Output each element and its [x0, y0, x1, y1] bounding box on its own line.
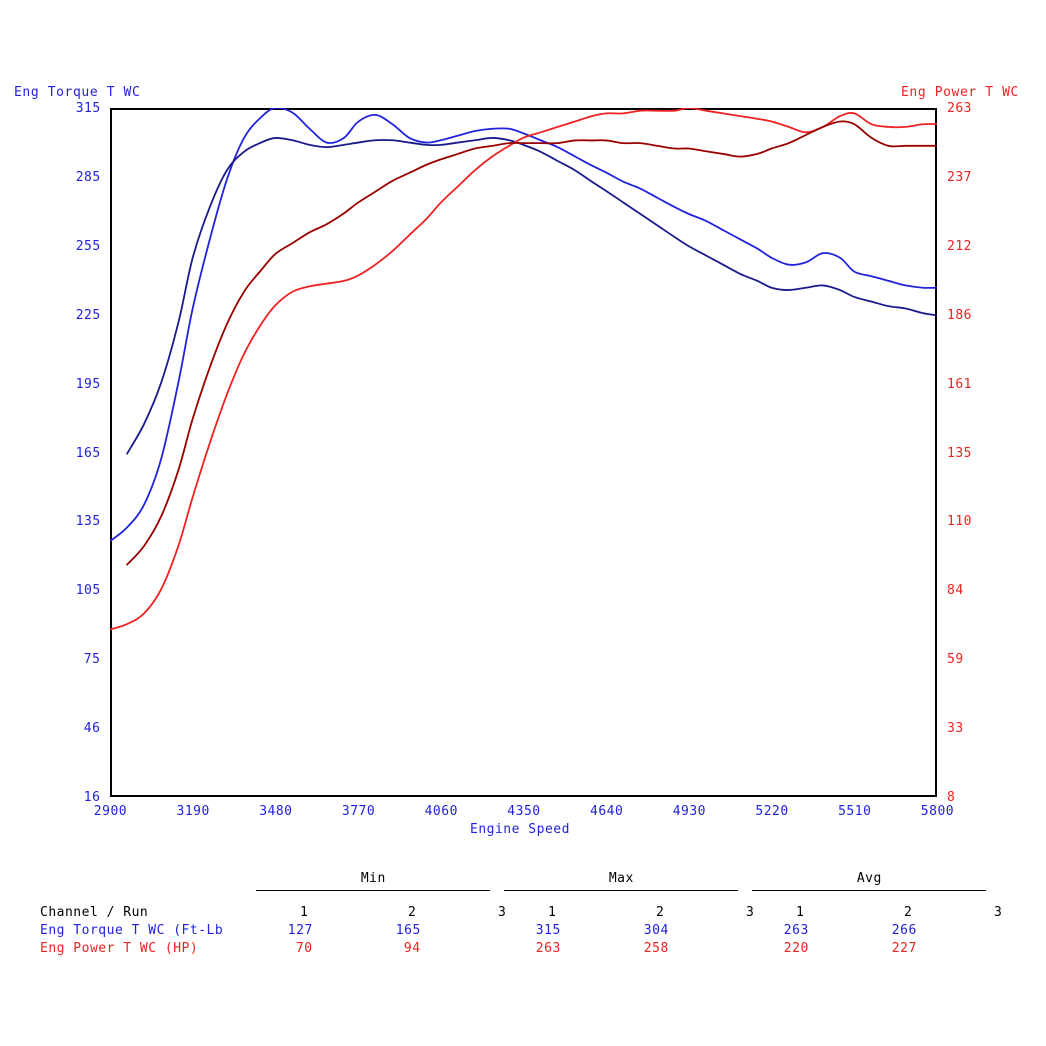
right-tick-label: 186: [947, 307, 972, 323]
right-tick-label: 110: [947, 514, 972, 530]
series-curve: [110, 108, 937, 631]
table-cell-value: 263: [535, 941, 561, 956]
table-cell-value: 315: [535, 923, 561, 938]
right-tick-label: 135: [947, 445, 972, 461]
table-channel-header: Channel / Run: [40, 905, 149, 920]
table-cell-value: 263: [783, 923, 809, 938]
table-cell-value: 94: [403, 941, 421, 956]
table-cell-value: 70: [295, 941, 313, 956]
table-run-header: 2: [904, 905, 913, 920]
table-group-header: Avg: [856, 871, 882, 886]
table-cell-value: 258: [643, 941, 669, 956]
right-tick-label: 84: [947, 583, 964, 599]
left-tick-label: 255: [75, 238, 101, 254]
x-tick-label: 3770: [341, 804, 376, 819]
right-tick-label: 263: [947, 101, 972, 116]
table-cell-value: 127: [287, 923, 313, 938]
table-cell-value: 165: [395, 923, 421, 938]
table-row-label: Eng Power T WC (HP): [40, 941, 199, 956]
x-tick-label: 4350: [507, 804, 541, 819]
x-tick-label: 3190: [176, 804, 210, 819]
plot-frame: [110, 108, 937, 797]
table-run-header: 2: [656, 905, 665, 920]
x-tick-label: 4060: [424, 804, 458, 819]
right-tick-label: 161: [947, 376, 972, 392]
left-tick-label: 315: [75, 101, 101, 116]
table-run-header: 1: [548, 905, 557, 920]
left-axis-title: Eng Torque T WC: [14, 85, 141, 100]
left-tick-label: 225: [75, 307, 101, 323]
x-tick-label: 4640: [590, 804, 624, 819]
table-group-rule: [504, 890, 738, 891]
left-tick-label: 46: [83, 721, 101, 737]
x-tick-label: 5510: [838, 804, 872, 819]
series-curve: [126, 120, 937, 566]
table-cell-value: 227: [891, 941, 917, 956]
x-tick-label: 5220: [755, 804, 789, 819]
x-tick-label: 5800: [920, 804, 955, 819]
table-cell-value: 220: [783, 941, 809, 956]
left-tick-label: 75: [83, 652, 101, 668]
left-tick-label: 285: [75, 169, 101, 185]
table-cell-value: 266: [891, 923, 917, 938]
series-curve: [126, 137, 937, 455]
x-axis-title: Engine Speed: [470, 822, 570, 837]
left-tick-label: 135: [75, 514, 101, 530]
table-cell-value: 304: [643, 923, 669, 938]
table-group-header: Max: [608, 871, 634, 886]
table-group-header: Min: [360, 871, 386, 886]
table-row-label: Eng Torque T WC (Ft-Lb: [40, 923, 224, 938]
right-axis-title: Eng Power T WC: [901, 85, 1019, 100]
x-tick-label: 3480: [259, 804, 293, 819]
summary-table: Min Max Avg Channel / Run 1 2 3 1 2 3 1 2 3 Eng Torqu…: [0, 862, 1046, 972]
table-group-rule: [256, 890, 490, 891]
right-tick-label: 59: [947, 652, 964, 668]
data-curves: [110, 108, 937, 631]
plot-area: [110, 108, 937, 797]
left-tick-label: 105: [75, 583, 101, 599]
right-tick-label: 33: [947, 721, 964, 737]
table-run-header: 3: [498, 905, 507, 920]
right-tick-label: 237: [947, 169, 972, 185]
left-tick-label: 16: [83, 790, 101, 805]
table-run-header: 1: [300, 905, 309, 920]
left-tick-label: 165: [75, 445, 101, 461]
table-run-header: 1: [796, 905, 805, 920]
left-tick-label: 195: [75, 376, 101, 392]
table-run-header: 3: [746, 905, 755, 920]
right-tick-label: 8: [947, 790, 956, 805]
right-tick-label: 212: [947, 238, 972, 254]
table-run-header: 3: [994, 905, 1003, 920]
series-curve: [110, 108, 937, 543]
table-group-rule: [752, 890, 986, 891]
x-tick-label: 2900: [93, 804, 128, 819]
table-run-header: 2: [408, 905, 417, 920]
x-tick-label: 4930: [672, 804, 706, 819]
